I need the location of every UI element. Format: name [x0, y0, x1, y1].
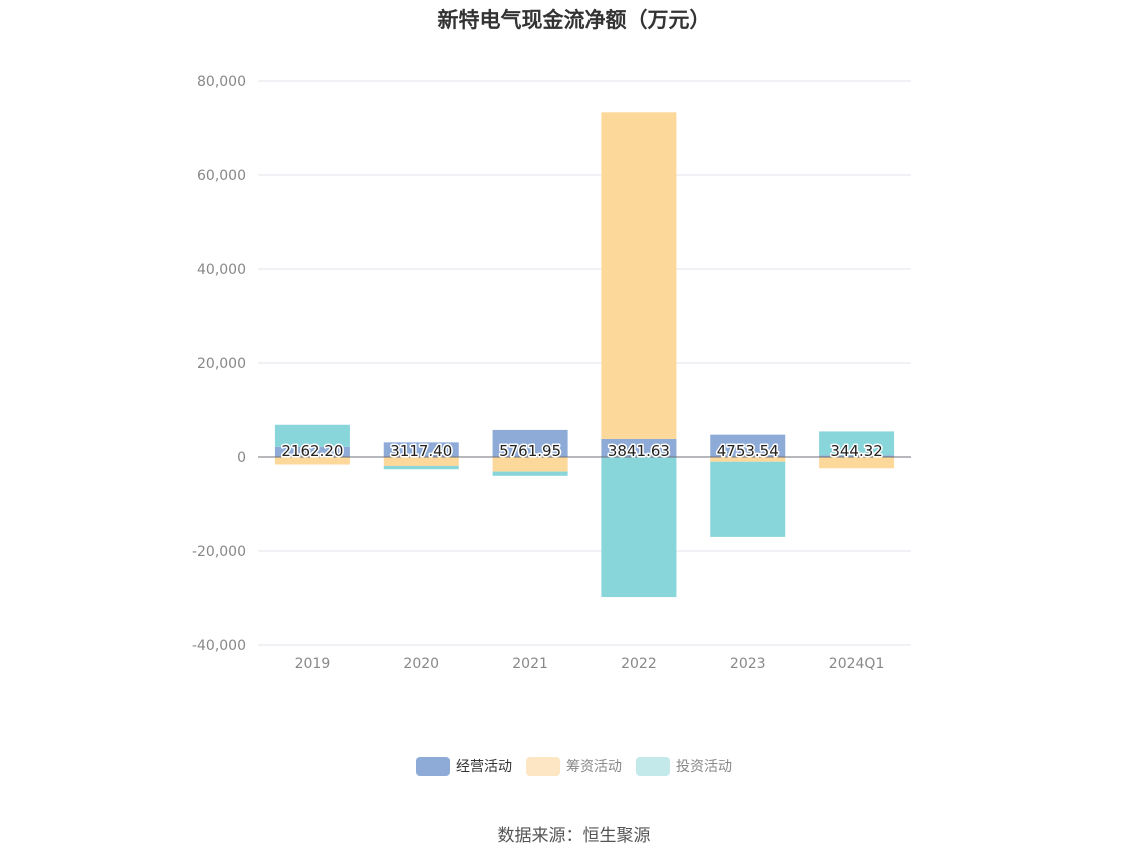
- bar-investing-2023: [710, 461, 786, 537]
- x-tick-label: 2019: [295, 656, 331, 672]
- y-tick-label: -20,000: [192, 544, 246, 560]
- data-label: 5761.95: [499, 442, 561, 460]
- y-tick-label: -40,000: [192, 638, 246, 654]
- x-tick-label: 2023: [730, 656, 766, 672]
- data-label: 344.32: [830, 442, 883, 460]
- bar-investing-2024Q1: [819, 431, 895, 456]
- x-tick-label: 2022: [621, 656, 657, 672]
- grid-lines: [258, 80, 911, 646]
- data-label: 2162.20: [281, 442, 343, 460]
- data-label: 3841.63: [608, 442, 670, 460]
- bar-operating-2021: [492, 429, 568, 457]
- axes: 80,000 60,000 40,000 20,000 0 -20,000 -40,000 2…: [192, 74, 911, 672]
- data-source: 数据来源：恒生聚源: [497, 826, 651, 846]
- legend-item-operating[interactable]: 经营活动: [416, 756, 512, 776]
- x-tick-label: 2024Q1: [829, 656, 885, 672]
- bar-operating-2022: [601, 438, 677, 457]
- bar-chart: 80,000 60,000 40,000 20,000 0 -20,000 -40,000 2…: [192, 74, 911, 672]
- legend-label-operating: 经营活动: [456, 759, 512, 775]
- bar-operating-2024Q1: [819, 455, 895, 457]
- bar-investing-2020: [383, 465, 459, 470]
- legend-swatch-investing: [636, 756, 670, 776]
- bar-financing-2022: [601, 112, 677, 439]
- y-tick-label: 40,000: [197, 262, 246, 278]
- data-labels: 2162.20 3117.40 5761.95 3841.63 4753.54 344.3…: [280, 441, 884, 462]
- x-tick-label: 2021: [512, 656, 548, 672]
- bar-financing-2023: [710, 457, 786, 462]
- legend: 经营活动 筹资活动 投资活动: [0, 756, 1148, 776]
- legend-swatch-financing: [526, 756, 560, 776]
- chart-title: 新特电气现金流净额（万元）: [437, 8, 711, 32]
- y-tick-label: 60,000: [197, 168, 246, 184]
- bars: [274, 112, 895, 598]
- legend-label-investing: 投资活动: [676, 759, 732, 775]
- bar-financing-2021: [492, 457, 568, 472]
- data-label: 3117.40: [390, 442, 452, 460]
- bar-financing-2019: [274, 457, 350, 465]
- y-tick-label: 80,000: [197, 74, 246, 90]
- bar-financing-2020: [383, 457, 459, 466]
- legend-item-investing[interactable]: 投资活动: [636, 756, 732, 776]
- legend-item-financing[interactable]: 筹资活动: [526, 756, 622, 776]
- bar-investing-2022: [601, 457, 677, 598]
- bar-financing-2024Q1: [819, 457, 895, 469]
- bar-operating-2019: [274, 446, 350, 457]
- bar-operating-2023: [710, 434, 786, 457]
- legend-label-financing: 筹资活动: [566, 759, 622, 775]
- bar-investing-2019: [274, 424, 350, 447]
- y-tick-label: 20,000: [197, 356, 246, 372]
- bar-operating-2020: [383, 442, 459, 457]
- y-tick-label: 0: [237, 450, 246, 466]
- data-label: 4753.54: [717, 442, 779, 460]
- legend-swatch-operating: [416, 756, 450, 776]
- x-tick-label: 2020: [403, 656, 439, 672]
- bar-investing-2021: [492, 471, 568, 476]
